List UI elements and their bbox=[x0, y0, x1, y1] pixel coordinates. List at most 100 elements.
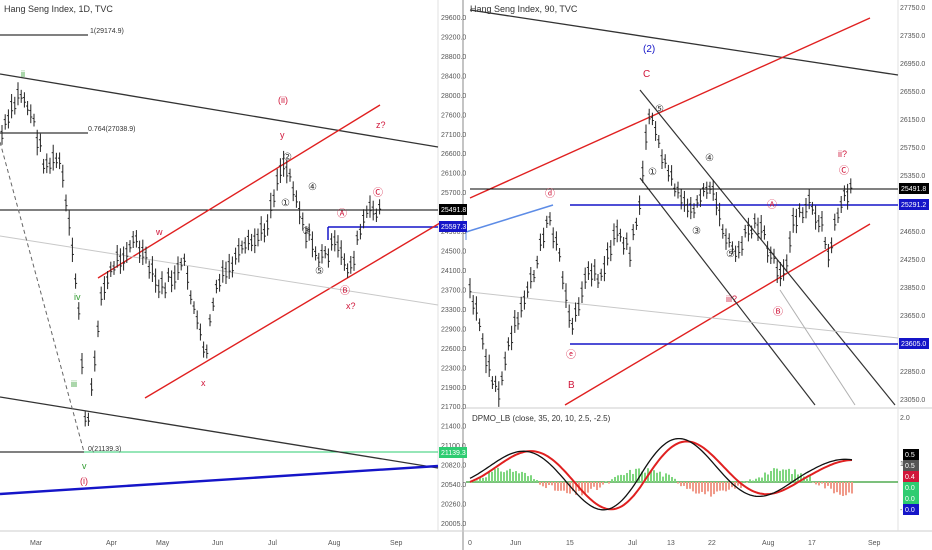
histogram-bar bbox=[563, 482, 565, 491]
candle bbox=[727, 233, 731, 248]
wave-label: (i) bbox=[80, 476, 88, 486]
candle bbox=[554, 231, 558, 251]
candle bbox=[301, 212, 305, 231]
svg-text:0.0: 0.0 bbox=[905, 496, 915, 503]
right-price-tag: 25491.8 bbox=[899, 183, 929, 194]
candle bbox=[574, 302, 578, 322]
histogram-bar bbox=[530, 475, 532, 482]
candle bbox=[718, 202, 722, 227]
candle bbox=[365, 205, 369, 218]
histogram-bar bbox=[536, 480, 538, 482]
candle bbox=[820, 211, 824, 232]
left-price-tick: 20005.0 bbox=[441, 521, 466, 528]
candle bbox=[846, 183, 850, 210]
right-drawings bbox=[465, 9, 899, 406]
candle bbox=[698, 188, 702, 208]
candle bbox=[775, 260, 779, 283]
histogram-bar bbox=[509, 468, 511, 482]
candle bbox=[516, 311, 520, 330]
histogram-bar bbox=[635, 468, 637, 482]
histogram-bar bbox=[716, 482, 718, 492]
candle bbox=[195, 310, 199, 330]
candle bbox=[262, 223, 266, 243]
candle bbox=[487, 354, 491, 377]
histogram-bar bbox=[488, 471, 490, 482]
candle bbox=[51, 144, 55, 171]
histogram-bar bbox=[557, 482, 559, 491]
histogram-bar bbox=[551, 482, 553, 486]
candle bbox=[176, 256, 180, 281]
histogram-bar bbox=[833, 482, 835, 494]
circle-label: Ⓑ bbox=[773, 306, 783, 318]
candle bbox=[602, 255, 606, 282]
candle bbox=[192, 301, 196, 315]
candle bbox=[109, 261, 113, 277]
candle bbox=[794, 208, 798, 234]
right-price-tick: 24650.0 bbox=[900, 229, 925, 236]
candle bbox=[189, 290, 193, 305]
left-price-tag: 25597.3 bbox=[439, 221, 467, 232]
left-price-tick: 28800.0 bbox=[441, 54, 466, 61]
histogram-bar bbox=[620, 474, 622, 482]
candle bbox=[320, 244, 324, 264]
histogram-bar bbox=[527, 476, 529, 482]
candle bbox=[778, 261, 782, 287]
histogram-bar bbox=[515, 471, 517, 482]
svg-text:25597.3: 25597.3 bbox=[441, 224, 466, 231]
histogram-bar bbox=[542, 482, 544, 487]
candle bbox=[90, 378, 94, 396]
candle bbox=[118, 248, 122, 274]
candle bbox=[138, 240, 142, 263]
histogram-bar bbox=[815, 482, 817, 485]
candle bbox=[766, 241, 770, 263]
candle bbox=[272, 189, 276, 208]
candle bbox=[227, 253, 231, 279]
left-price-tag: 25491.8 bbox=[439, 204, 467, 215]
candle bbox=[48, 157, 52, 174]
candle bbox=[102, 276, 106, 300]
candle bbox=[474, 296, 478, 321]
candle bbox=[609, 240, 613, 262]
candle bbox=[74, 273, 78, 289]
candle bbox=[77, 302, 81, 320]
candle bbox=[374, 208, 378, 223]
left-price-tag: 21139.3 bbox=[439, 447, 467, 458]
candle bbox=[134, 230, 138, 248]
candle bbox=[644, 124, 648, 150]
histogram-bar bbox=[746, 482, 748, 483]
candle bbox=[759, 214, 763, 240]
candle bbox=[13, 96, 17, 115]
downtrend-line-bottom bbox=[0, 396, 439, 469]
histogram-bar bbox=[683, 482, 685, 486]
candle bbox=[490, 376, 494, 390]
candle bbox=[497, 381, 501, 407]
candle bbox=[561, 271, 565, 290]
right-time-tick: Sep bbox=[868, 540, 881, 547]
candle bbox=[673, 183, 677, 197]
histogram-bar bbox=[686, 482, 688, 489]
candle bbox=[355, 230, 359, 245]
candle bbox=[42, 158, 46, 174]
candle bbox=[500, 371, 504, 386]
circle-label: ⓓ bbox=[545, 188, 555, 200]
left-price-tick: 22300.0 bbox=[441, 365, 466, 372]
histogram-bar bbox=[485, 477, 487, 482]
candle bbox=[737, 240, 741, 259]
histogram-bar bbox=[689, 482, 691, 489]
svg-text:25491.8: 25491.8 bbox=[441, 207, 466, 214]
left-price-tick: 29600.0 bbox=[441, 15, 466, 22]
wave-label: v bbox=[82, 461, 87, 471]
candle bbox=[330, 233, 334, 251]
candle bbox=[654, 121, 658, 141]
candle bbox=[29, 104, 33, 124]
histogram-bar bbox=[593, 482, 595, 487]
wave-label: C bbox=[643, 69, 650, 80]
candle bbox=[798, 203, 802, 218]
histogram-bar bbox=[737, 482, 739, 486]
candle bbox=[45, 153, 49, 174]
left-price-tick: 24100.0 bbox=[441, 268, 466, 275]
histogram-bar bbox=[581, 482, 583, 496]
candle bbox=[250, 233, 254, 252]
candle bbox=[772, 248, 776, 264]
